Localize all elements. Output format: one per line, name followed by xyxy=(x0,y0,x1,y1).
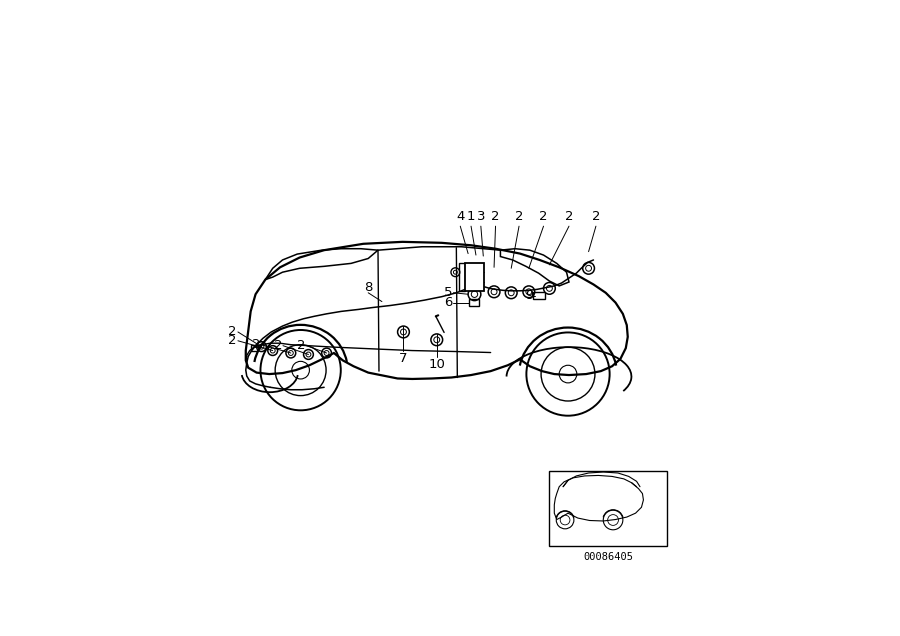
Text: 2: 2 xyxy=(591,211,600,223)
Text: 3: 3 xyxy=(477,211,485,223)
Text: 2: 2 xyxy=(564,211,573,223)
Bar xyxy=(464,263,484,291)
Text: 6: 6 xyxy=(445,296,453,309)
Text: 8: 8 xyxy=(364,281,373,294)
Bar xyxy=(459,263,465,291)
Bar xyxy=(549,471,667,546)
Text: 2: 2 xyxy=(274,339,282,352)
Text: 2: 2 xyxy=(229,335,237,347)
Bar xyxy=(251,345,258,350)
Text: 7: 7 xyxy=(400,352,408,364)
Bar xyxy=(533,293,544,299)
Text: 5: 5 xyxy=(445,286,453,300)
Text: 1: 1 xyxy=(467,211,475,223)
Text: 00086405: 00086405 xyxy=(583,552,634,562)
Text: 2: 2 xyxy=(229,326,237,338)
Text: 2: 2 xyxy=(539,211,548,223)
Text: 2: 2 xyxy=(491,211,500,223)
Text: 9: 9 xyxy=(526,289,534,302)
Text: 2: 2 xyxy=(252,338,260,351)
Text: 2: 2 xyxy=(297,339,305,352)
Text: 4: 4 xyxy=(456,211,464,223)
Bar xyxy=(469,299,480,306)
Text: 2: 2 xyxy=(515,211,523,223)
Text: 10: 10 xyxy=(428,359,446,371)
